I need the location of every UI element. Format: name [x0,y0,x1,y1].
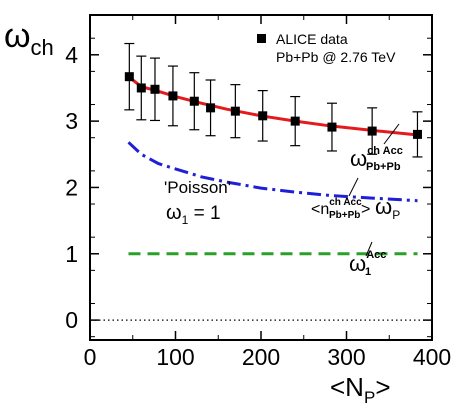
y-tick-label: 4 [65,42,78,68]
x-axis-title-end: > [375,372,390,402]
green-line-label: ωAcc [349,249,386,276]
plot-area: 0 100 200 300 400 0 1 2 3 4 [65,14,451,370]
blue-curve-label-subscript: Pb+Pb [329,210,360,221]
blue-curve-label-omega-sub: P [392,208,400,222]
blue-curve-label: <nch Acc [311,197,362,218]
blue-curve-pointer [348,177,359,197]
red-curve-label-main: ω [350,146,367,171]
y-axis-title: ωch [4,17,54,60]
blue-curve-label-omega: ωP [375,194,400,222]
data-point [168,91,178,101]
green-line-pointer [365,241,373,257]
blue-curve-label-sup: ch Acc [329,197,362,208]
data-point [367,126,377,136]
data-point [230,106,240,116]
y-tick-label: 1 [65,241,78,267]
legend-subtitle: Pb+Pb @ 2.76 TeV [276,49,396,65]
legend-marker [257,34,266,43]
data-point [189,96,199,106]
red-curve-label-sup: ch Acc [367,145,403,157]
red-curve-pointer [383,123,400,145]
series-line-dashdot [127,141,418,203]
x-tick-label: 400 [413,344,451,370]
green-line-label-subscript: 1 [365,266,371,278]
blue-curve-label-omega-main: ω [375,194,392,219]
blue-curve-label-close: > [361,201,370,218]
y-tick-label: 0 [65,307,78,333]
green-line-label-sup: Acc [366,249,386,261]
x-axis-title-sub: P [364,388,375,405]
x-tick-label: 100 [156,344,194,370]
y-axis-title-sub: ch [31,35,54,60]
x-tick-label: 0 [84,344,97,370]
y-tick-label: 2 [65,174,78,200]
blue-curve-label-open: <n [311,201,329,218]
data-point [206,103,216,113]
data-point [258,111,268,121]
omega1-label-eq: = 1 [188,203,220,224]
data-point [327,122,337,132]
y-axis-title-main: ω [4,17,31,55]
data-point [136,83,146,93]
omega1-label-sub: 1 [182,213,189,227]
x-axis-title-main: <N [330,372,364,402]
x-axis-title: <NP> [330,372,391,405]
legend-label: ALICE data [276,31,348,47]
omega1-label: ω1 = 1 [166,202,221,227]
x-tick-label: 200 [242,344,280,370]
data-point [290,116,300,126]
green-line-label-main: ω [349,251,366,276]
y-tick-label: 3 [65,108,78,134]
data-point [150,84,160,94]
red-curve-label: ωch Acc [350,145,403,171]
data-point [124,72,134,82]
poisson-label: 'Poisson' [164,178,231,197]
x-tick-label: 300 [327,344,365,370]
omega1-label-main: ω [166,202,182,224]
data-point [412,129,422,139]
red-curve-label-subscript: Pb+Pb [366,161,401,173]
